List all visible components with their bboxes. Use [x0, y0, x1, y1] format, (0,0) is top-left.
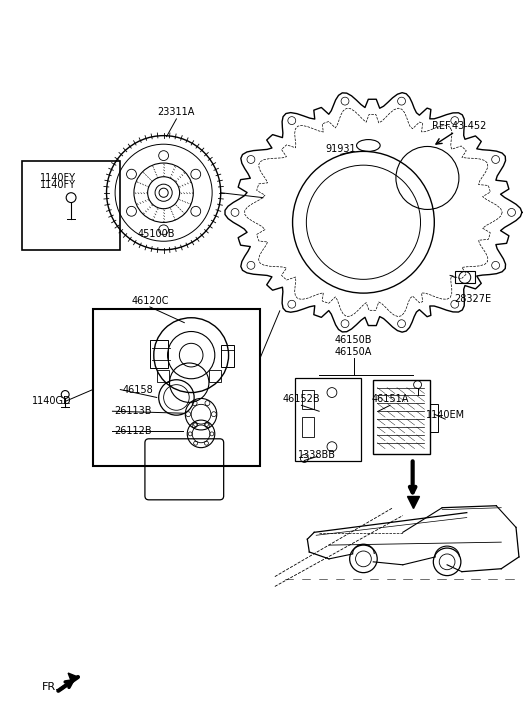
Text: 1140FY: 1140FY — [40, 180, 76, 190]
Text: 91931: 91931 — [326, 145, 356, 154]
Text: REF.43-452: REF.43-452 — [432, 121, 486, 131]
Bar — [295, 378, 362, 462]
Text: 45100B: 45100B — [138, 229, 175, 239]
Text: 26113B: 26113B — [114, 406, 152, 417]
Text: 1338BB: 1338BB — [298, 449, 336, 459]
Text: 46150A: 46150A — [335, 348, 372, 357]
Text: 46152B: 46152B — [282, 395, 320, 404]
Bar — [430, 404, 438, 432]
Bar — [303, 417, 314, 437]
Bar — [93, 309, 260, 466]
Text: 1140FY: 1140FY — [40, 173, 76, 183]
Text: 46120C: 46120C — [131, 296, 169, 306]
Bar — [157, 370, 168, 382]
Text: 28327E: 28327E — [454, 294, 491, 304]
Text: 46150B: 46150B — [335, 335, 372, 345]
Text: 26112B: 26112B — [114, 426, 152, 436]
Polygon shape — [68, 673, 78, 681]
Bar — [22, 161, 121, 250]
Text: 46151A: 46151A — [371, 395, 409, 404]
Bar — [373, 379, 430, 454]
Bar — [221, 345, 235, 367]
Text: FR.: FR. — [41, 682, 59, 692]
Text: 46158: 46158 — [122, 385, 153, 395]
Bar — [455, 271, 475, 284]
Bar — [303, 390, 314, 409]
Text: 23311A: 23311A — [158, 107, 195, 117]
Text: 1140EM: 1140EM — [425, 410, 465, 420]
Bar — [150, 340, 168, 368]
Bar — [209, 370, 221, 382]
Text: 1140GD: 1140GD — [32, 396, 71, 406]
